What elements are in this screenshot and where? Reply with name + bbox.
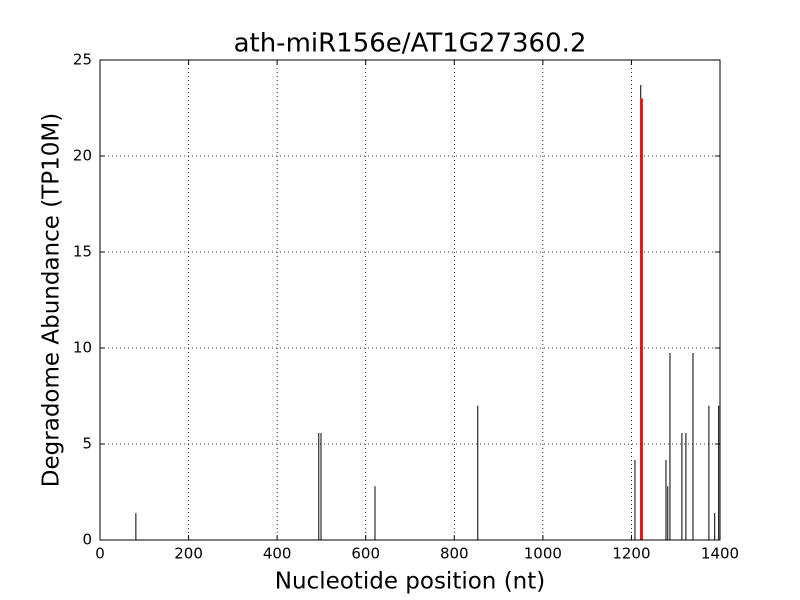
chart-title: ath-miR156e/AT1G27360.2 bbox=[234, 29, 587, 59]
y-tick-label: 5 bbox=[82, 435, 92, 453]
x-tick-label: 200 bbox=[174, 545, 203, 563]
x-tick-label: 800 bbox=[440, 545, 469, 563]
y-axis-label: Degradome Abundance (TP10M) bbox=[39, 113, 65, 487]
x-axis-label: Nucleotide position (nt) bbox=[275, 569, 545, 595]
y-tick-label: 15 bbox=[73, 243, 92, 261]
x-tick-label: 0 bbox=[95, 545, 105, 563]
y-tick-label: 10 bbox=[73, 339, 92, 357]
x-tick-label: 600 bbox=[351, 545, 380, 563]
x-tick-label: 400 bbox=[263, 545, 292, 563]
plot-frame bbox=[99, 59, 721, 541]
x-tick-label: 1000 bbox=[524, 545, 562, 563]
y-tick-label: 25 bbox=[73, 51, 92, 69]
x-tick-label: 1400 bbox=[701, 545, 739, 563]
y-tick-label: 0 bbox=[82, 531, 92, 549]
y-tick-label: 20 bbox=[73, 147, 92, 165]
x-tick-label: 1200 bbox=[612, 545, 650, 563]
